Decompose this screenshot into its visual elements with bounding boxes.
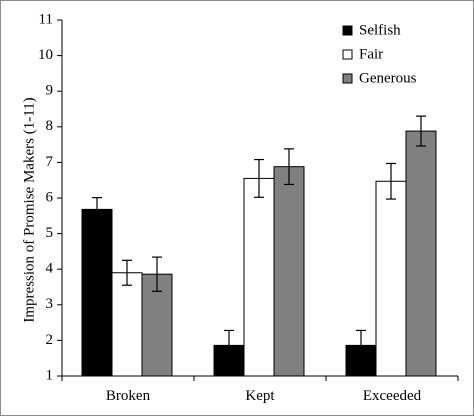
y-tick-label: 7 — [46, 154, 54, 170]
legend-swatch-generous — [342, 73, 353, 84]
y-axis-title: Impression of Promise Makers (1-11) — [21, 97, 37, 322]
bar-selfish-broken — [81, 208, 113, 377]
legend-label-generous: Generous — [359, 70, 417, 86]
error-bars — [92, 115, 426, 361]
y-tick-label: 10 — [38, 47, 53, 63]
y-tick-label: 2 — [46, 332, 54, 348]
bar-fair-broken — [111, 272, 143, 377]
legend-swatch-fair — [342, 49, 353, 60]
bar-generous-exceeded — [405, 130, 437, 377]
y-tick-label: 6 — [46, 189, 54, 205]
y-tick-label: 4 — [46, 261, 54, 277]
x-tick-label: Exceeded — [363, 388, 422, 404]
legend-swatch-selfish — [342, 25, 353, 36]
y-tick-label: 3 — [46, 296, 54, 312]
y-tick-label: 1 — [46, 367, 54, 383]
y-axis: 1 2 3 4 5 6 7 8 9 10 11 — [38, 11, 63, 383]
y-tick-label: 9 — [46, 83, 54, 99]
legend-label-fair: Fair — [359, 46, 383, 62]
legend: Selfish Fair Generous — [342, 22, 417, 86]
bar-fair-kept — [243, 177, 275, 377]
bar-fair-exceeded — [375, 180, 407, 377]
x-axis: Broken Kept Exceeded — [61, 375, 459, 404]
legend-label-selfish: Selfish — [359, 22, 401, 38]
bars — [81, 130, 437, 377]
x-tick-label: Broken — [106, 388, 151, 404]
y-tick-label: 11 — [39, 11, 53, 27]
y-tick-label: 5 — [46, 225, 54, 241]
y-tick-label: 8 — [46, 118, 54, 134]
bar-generous-kept — [273, 166, 305, 377]
x-tick-label: Kept — [245, 388, 275, 404]
